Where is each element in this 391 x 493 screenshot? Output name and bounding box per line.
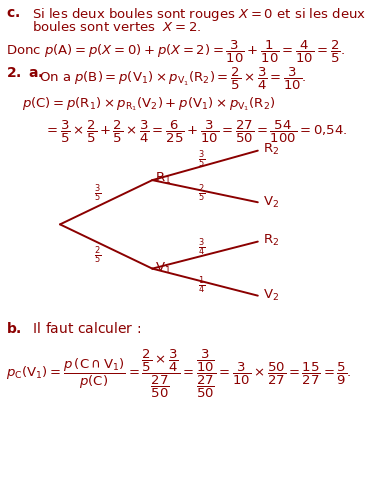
Text: $=\dfrac{3}{5}\times\dfrac{2}{5}+\dfrac{2}{5}\times\dfrac{3}{4}=\dfrac{6}{25}+\d: $=\dfrac{3}{5}\times\dfrac{2}{5}+\dfrac{… xyxy=(43,119,347,145)
Text: $\mathrm{R_1}$: $\mathrm{R_1}$ xyxy=(155,171,171,186)
Text: $\mathrm{R_2}$: $\mathrm{R_2}$ xyxy=(263,141,279,157)
Text: $\frac{3}{4}$: $\frac{3}{4}$ xyxy=(198,237,205,258)
Text: $\mathbf{b.}$  Il faut calculer :: $\mathbf{b.}$ Il faut calculer : xyxy=(5,321,141,336)
Text: $\frac{1}{4}$: $\frac{1}{4}$ xyxy=(198,274,205,296)
Text: $\mathbf{2.\ a.}$: $\mathbf{2.\ a.}$ xyxy=(5,66,43,79)
Text: $\mathrm{V_1}$: $\mathrm{V_1}$ xyxy=(155,261,171,276)
Text: $\mathrm{V_2}$: $\mathrm{V_2}$ xyxy=(263,195,279,210)
Text: $\mathrm{V_2}$: $\mathrm{V_2}$ xyxy=(263,288,279,303)
Text: $\frac{2}{5}$: $\frac{2}{5}$ xyxy=(94,244,102,266)
Text: On a $p(\mathrm{B})=p(\mathrm{V_1})\times p_{\mathrm{V_1}}(\mathrm{R_2})=\dfrac{: On a $p(\mathrm{B})=p(\mathrm{V_1})\time… xyxy=(39,66,306,92)
Text: $\mathrm{R_2}$: $\mathrm{R_2}$ xyxy=(263,233,279,247)
Text: $p_\mathrm{C}(\mathrm{V_1})=\dfrac{p\,(\mathrm{C}\cap\mathrm{V_1})}{p(\mathrm{C}: $p_\mathrm{C}(\mathrm{V_1})=\dfrac{p\,(\… xyxy=(5,347,351,400)
Text: Donc $p(\mathrm{A})=p(\mathit{X}=0)+p(\mathit{X}=2)=\dfrac{3}{10}+\dfrac{1}{10}=: Donc $p(\mathrm{A})=p(\mathit{X}=0)+p(\m… xyxy=(5,38,344,65)
Text: $\mathbf{c.}$: $\mathbf{c.}$ xyxy=(5,5,20,20)
Text: Si les deux boules sont rouges $\mathit{X}=0$ et si les deux: Si les deux boules sont rouges $\mathit{… xyxy=(32,5,366,23)
Text: $\frac{3}{5}$: $\frac{3}{5}$ xyxy=(198,148,205,170)
Text: boules sont vertes  $\mathit{X}=2.$: boules sont vertes $\mathit{X}=2.$ xyxy=(32,20,201,35)
Text: $\frac{2}{5}$: $\frac{2}{5}$ xyxy=(198,182,205,204)
Text: $p(\mathrm{C})=p(\mathrm{R_1})\times p_{\mathrm{R_1}}(\mathrm{V_2})+p(\mathrm{V_: $p(\mathrm{C})=p(\mathrm{R_1})\times p_{… xyxy=(22,95,276,113)
Text: $\frac{3}{5}$: $\frac{3}{5}$ xyxy=(94,182,102,204)
